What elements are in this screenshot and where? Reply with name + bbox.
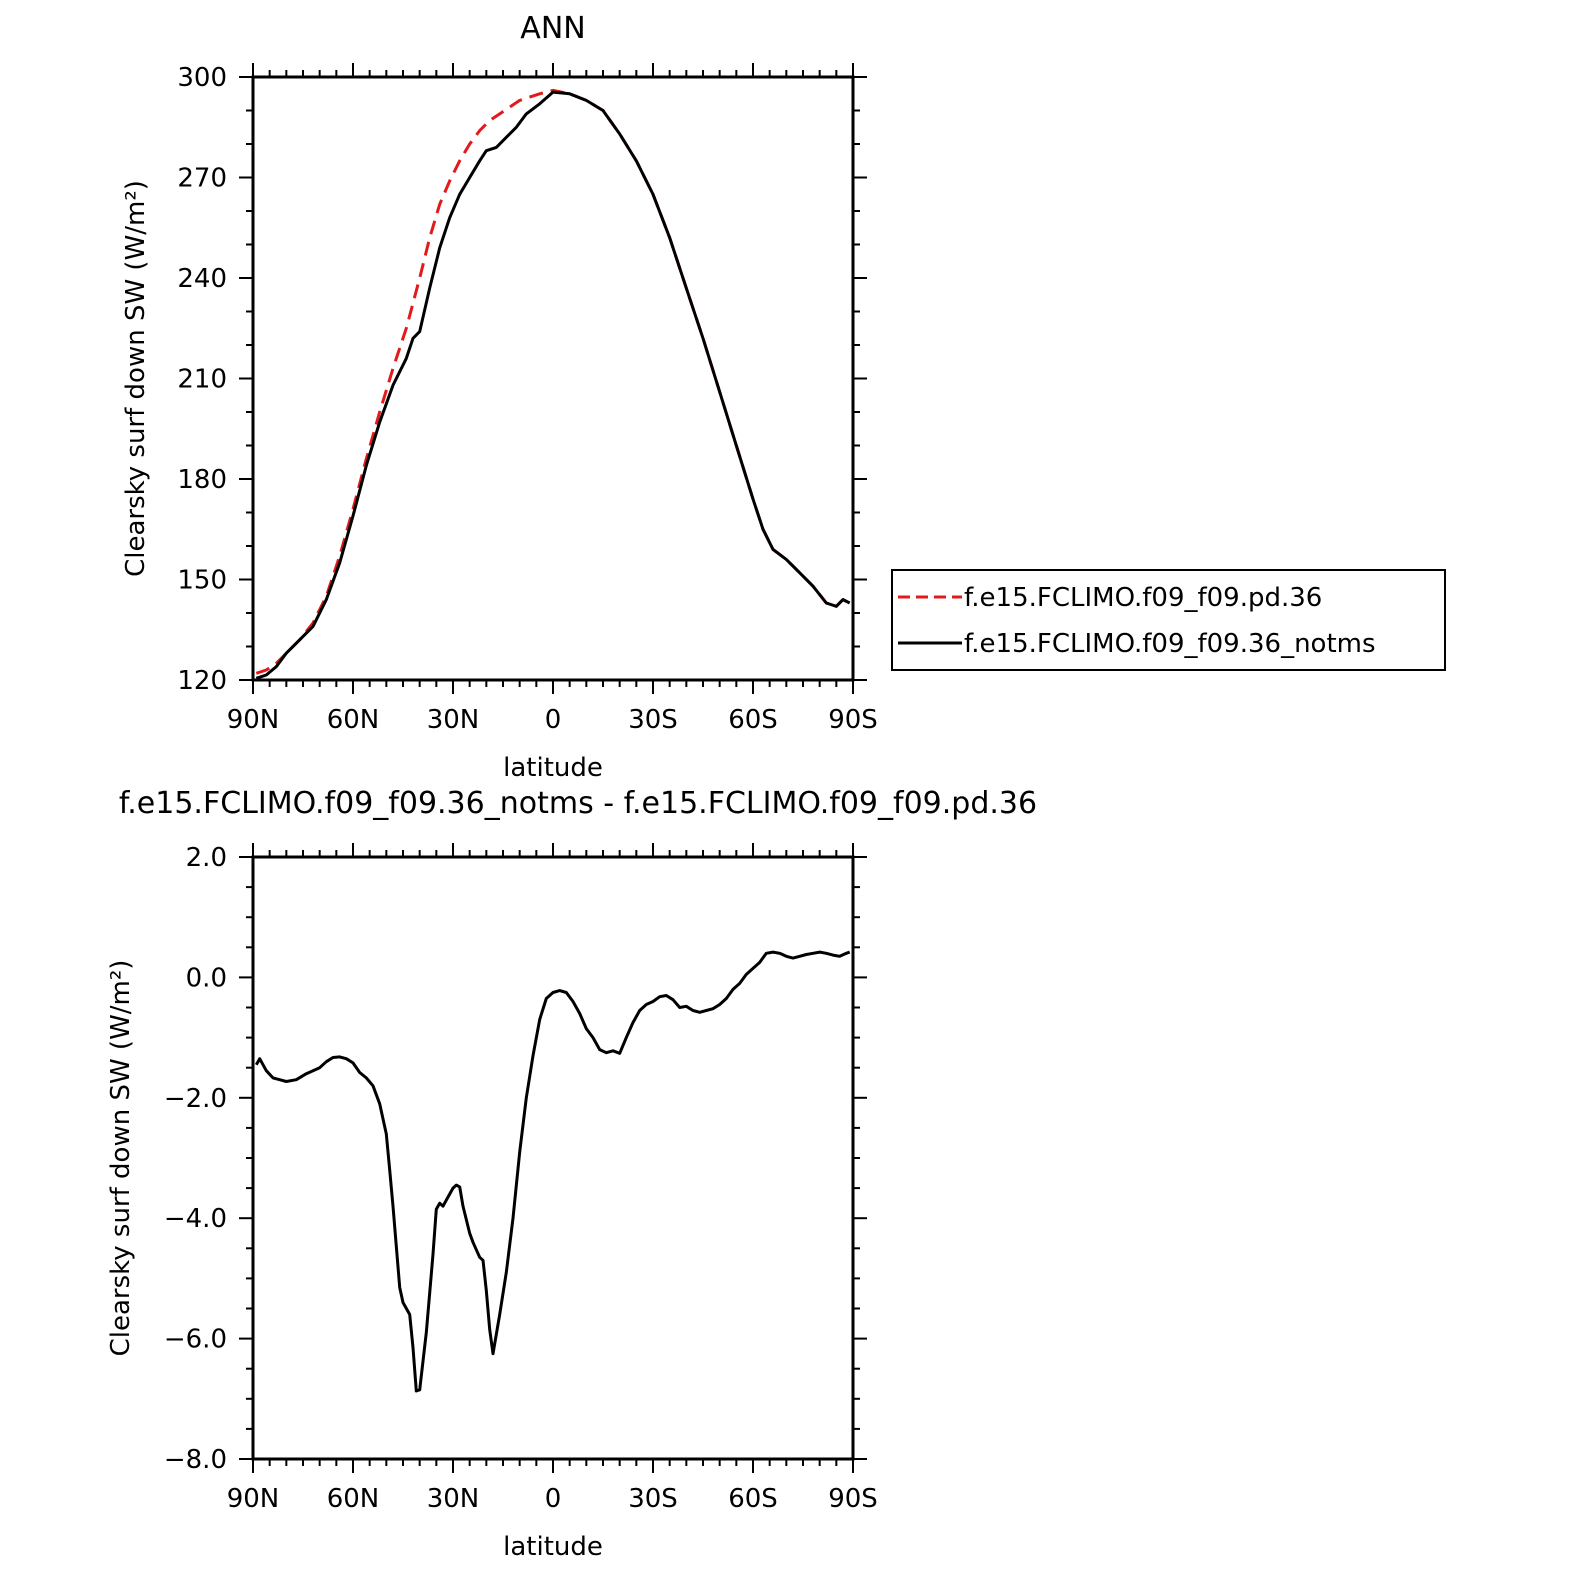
top-panel-x-axis-title: latitude <box>503 753 603 783</box>
legend-label-pd36: f.e15.FCLIMO.f09_f09.pd.36 <box>964 583 1322 613</box>
y-tick-label: 150 <box>177 566 227 596</box>
legend-label-notms: f.e15.FCLIMO.f09_f09.36_notms <box>964 629 1376 659</box>
series-line-1 <box>255 90 851 680</box>
y-tick-label: 210 <box>177 365 227 395</box>
x-tick-label: 90N <box>227 705 280 735</box>
x-tick-label: 60N <box>327 705 380 735</box>
y-tick-label: 240 <box>177 264 227 294</box>
x-tick-label: 60S <box>728 1484 778 1514</box>
top-panel: ANN 90N 60N 30N 0 30S 60S 90S 120 150 180 210 240 27… <box>121 11 878 783</box>
y-tick-label: −6.0 <box>164 1325 227 1355</box>
x-tick-label: 0 <box>545 705 562 735</box>
plot-frame <box>251 75 855 682</box>
top-panel-series <box>255 88 851 680</box>
x-tick-label: 30N <box>427 705 480 735</box>
series-line-0 <box>254 950 851 1393</box>
y-tick-label: 120 <box>177 666 227 696</box>
bottom-panel-x-axis-title: latitude <box>503 1532 603 1562</box>
bottom-panel-title: f.e15.FCLIMO.f09_f09.36_notms - f.e15.FC… <box>119 786 1037 821</box>
legend-box <box>891 569 1446 671</box>
x-tick-label: 90S <box>828 705 878 735</box>
top-panel-y-axis-title: Clearsky surf down SW (W/m²) <box>121 180 151 577</box>
plot-frame <box>251 855 855 1461</box>
y-tick-label: 0.0 <box>186 963 227 993</box>
x-tick-label: 60N <box>327 1484 380 1514</box>
series-line-0 <box>255 88 851 675</box>
x-tick-label: 60S <box>728 705 778 735</box>
top-panel-title: ANN <box>520 11 585 46</box>
y-tick-label: −2.0 <box>164 1084 227 1114</box>
x-tick-label: 0 <box>545 1484 562 1514</box>
x-tick-label: 30S <box>628 705 678 735</box>
bottom-panel-series <box>254 950 851 1393</box>
x-tick-label: 90N <box>227 1484 280 1514</box>
legend: f.e15.FCLIMO.f09_f09.pd.36 f.e15.FCLIMO.… <box>891 569 1446 671</box>
bottom-panel-axes: 90N 60N 30N 0 30S 60S 90S −8.0 −6.0 −4.0 −2.0 0.0 2.… <box>164 843 878 1514</box>
x-tick-label: 90S <box>828 1484 878 1514</box>
bottom-panel-y-axis-title: Clearsky surf down SW (W/m²) <box>106 960 136 1357</box>
y-tick-label: 270 <box>177 164 227 194</box>
y-tick-label: 2.0 <box>186 843 227 873</box>
x-tick-label: 30S <box>628 1484 678 1514</box>
y-tick-label: −8.0 <box>164 1445 227 1475</box>
bottom-panel: f.e15.FCLIMO.f09_f09.36_notms - f.e15.FC… <box>106 786 1037 1562</box>
x-tick-label: 30N <box>427 1484 480 1514</box>
y-tick-label: 180 <box>177 465 227 495</box>
top-panel-axes: 90N 60N 30N 0 30S 60S 90S 120 150 180 210 240 270 300 <box>177 63 878 735</box>
y-tick-label: 300 <box>177 63 227 93</box>
y-tick-label: −4.0 <box>164 1204 227 1234</box>
